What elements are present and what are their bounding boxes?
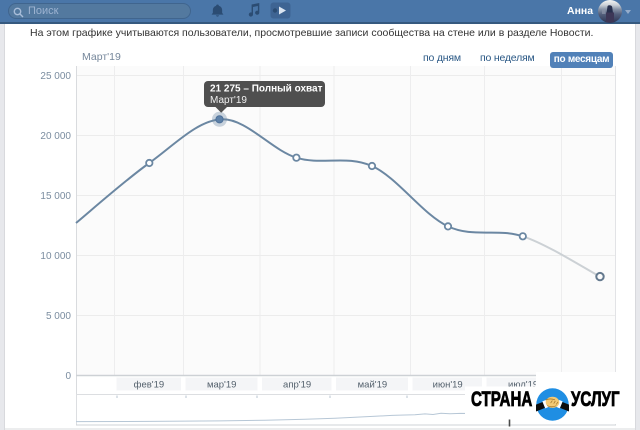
svg-text:мар'19: мар'19: [207, 380, 236, 391]
svg-text:июн'19: июн'19: [433, 380, 463, 391]
svg-text:фев'19: фев'19: [134, 380, 165, 391]
svg-text:Март'19: Март'19: [210, 95, 247, 106]
svg-text:21 275 – Полный охват: 21 275 – Полный охват: [210, 84, 323, 95]
svg-text:май'19: май'19: [358, 380, 388, 391]
svg-text:0: 0: [65, 371, 71, 382]
svg-text:июл'19: июл'19: [508, 380, 538, 391]
svg-text:20 000: 20 000: [40, 131, 71, 142]
svg-text:15 000: 15 000: [40, 191, 71, 202]
svg-text:апр'19: апр'19: [283, 380, 311, 391]
svg-text:10 000: 10 000: [40, 251, 71, 262]
svg-text:5 000: 5 000: [46, 311, 71, 322]
svg-text:25 000: 25 000: [40, 71, 71, 82]
